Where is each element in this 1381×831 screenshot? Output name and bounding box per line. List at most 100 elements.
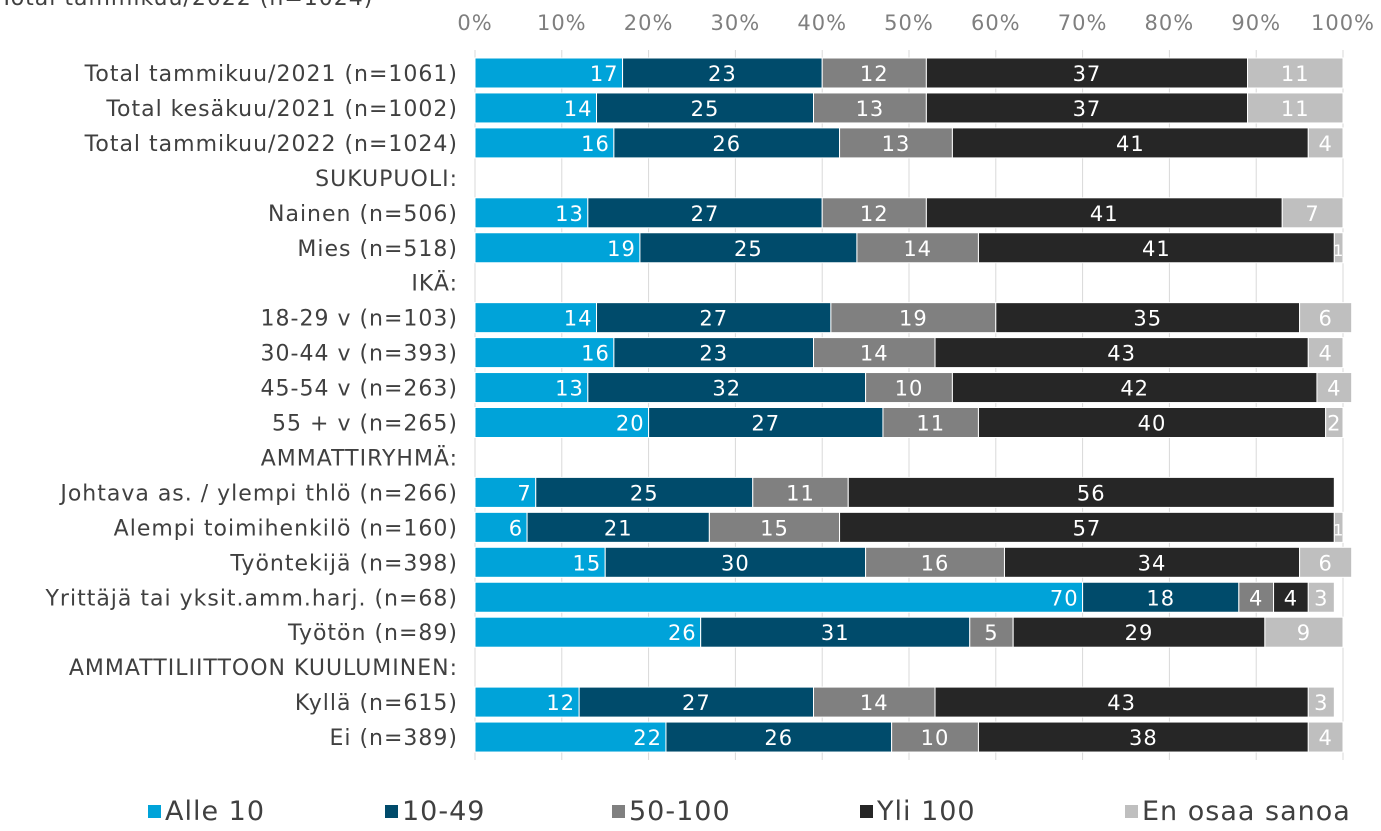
data-label: 23 xyxy=(708,62,737,86)
legend-swatch xyxy=(1125,805,1138,818)
bar-segment xyxy=(891,721,979,753)
data-label: 11 xyxy=(916,412,945,436)
x-tick-label: 50% xyxy=(884,11,934,35)
legend-swatch xyxy=(148,805,161,818)
category-label: Yrittäjä tai yksit.amm.harj. (n=68) xyxy=(44,586,458,611)
category-labels: Total tammikuu/2021 (n=1061) Total kesäku… xyxy=(44,62,458,751)
bar-segment xyxy=(474,511,528,543)
category-label: Mies (n=518) xyxy=(297,237,458,262)
bar-segment xyxy=(1316,372,1353,404)
data-label: 42 xyxy=(1120,377,1149,401)
data-label: 1 xyxy=(1333,241,1344,260)
data-label: 14 xyxy=(564,307,593,331)
bar-segment xyxy=(1273,581,1309,613)
data-label: 13 xyxy=(555,377,584,401)
legend-label: Yli 100 xyxy=(877,796,976,827)
data-label: 11 xyxy=(1281,62,1310,86)
data-label: 35 xyxy=(1133,307,1162,331)
bar-segment xyxy=(613,127,841,159)
bar-segment xyxy=(474,476,537,508)
data-label: 16 xyxy=(581,132,610,156)
data-label: 16 xyxy=(581,342,610,366)
bar-segment xyxy=(969,616,1014,648)
data-label: 26 xyxy=(764,726,793,750)
data-label: 32 xyxy=(712,377,741,401)
legend-label: En osaa sanoa xyxy=(1142,796,1351,827)
data-label: 41 xyxy=(1116,132,1145,156)
data-label: 6 xyxy=(1318,551,1332,575)
category-label: Kyllä (n=615) xyxy=(295,691,458,716)
stacked-bar-chart: 0% 10% 20% 30% 40% 50% 60% 70% 80% 90% 100% Total … xyxy=(44,11,1375,760)
data-label: 37 xyxy=(1073,62,1102,86)
data-label: 19 xyxy=(899,307,928,331)
bar-segment xyxy=(839,511,1335,543)
data-label: 30 xyxy=(721,551,750,575)
bar-segment xyxy=(1325,407,1344,438)
data-label: 15 xyxy=(760,516,789,540)
data-label: 34 xyxy=(1138,551,1167,575)
bar-segment xyxy=(977,407,1327,438)
bar-segment xyxy=(752,476,849,508)
data-label: 26 xyxy=(668,621,697,645)
legend-label: Alle 10 xyxy=(165,796,266,827)
bar-segment xyxy=(813,337,936,369)
bar-segment xyxy=(1333,511,1344,543)
category-label: Nainen (n=506) xyxy=(268,202,458,227)
data-label: 70 xyxy=(1050,586,1079,610)
data-label: 3 xyxy=(1314,691,1328,715)
category-label: Total kesäkuu/2021 (n=1002) xyxy=(105,97,458,122)
data-label: 41 xyxy=(1090,202,1119,226)
bar-segment xyxy=(665,721,893,753)
bar-segment xyxy=(865,372,953,404)
data-label: 3 xyxy=(1314,586,1328,610)
data-label: 15 xyxy=(572,551,601,575)
x-tick-label: 80% xyxy=(1145,11,1195,35)
legend: Alle 10 10-49 50-100 Yli 100 En osaa sanoa xyxy=(0,796,1381,831)
category-label: Työtön (n=89) xyxy=(287,621,458,646)
x-tick-label: 70% xyxy=(1058,11,1108,35)
data-label: 14 xyxy=(860,342,889,366)
x-tick-label: 0% xyxy=(457,11,492,35)
bar-segment xyxy=(1307,337,1344,369)
data-label: 6 xyxy=(509,516,523,540)
data-label: 4 xyxy=(1327,377,1341,401)
x-tick-label: 100% xyxy=(1311,11,1375,35)
chart-title: Total tammikuu/2022 (n=1024) xyxy=(0,0,373,11)
x-axis-tick-labels: 0% 10% 20% 30% 40% 50% 60% 70% 80% 90% 100% xyxy=(457,11,1375,35)
bar-segment xyxy=(596,302,832,334)
legend-item: Alle 10 xyxy=(148,796,265,827)
bar-segment xyxy=(474,57,624,89)
data-label: 20 xyxy=(616,412,645,436)
data-label: 40 xyxy=(1138,412,1167,436)
bar-segment xyxy=(474,197,589,229)
data-label: 19 xyxy=(607,237,636,261)
bar-segment xyxy=(882,407,979,438)
data-label: 1 xyxy=(1333,520,1344,539)
category-label: Total tammikuu/2022 (n=1024) xyxy=(84,132,458,157)
data-label: 2 xyxy=(1327,412,1341,436)
bar-segment xyxy=(865,546,1005,578)
bar-segment xyxy=(1247,92,1344,124)
legend-swatch xyxy=(612,805,625,818)
data-label: 11 xyxy=(786,481,815,505)
data-label: 14 xyxy=(903,237,932,261)
category-label: 45-54 v (n=263) xyxy=(261,377,458,402)
bar-segment xyxy=(977,721,1309,753)
legend-swatch xyxy=(860,805,873,818)
data-label: 38 xyxy=(1129,726,1158,750)
data-label: 29 xyxy=(1125,621,1154,645)
category-label: 18-29 v (n=103) xyxy=(261,307,458,332)
bar-segment xyxy=(474,721,667,753)
data-label: 13 xyxy=(856,97,885,121)
bar-segment xyxy=(622,57,823,89)
bar-segment xyxy=(1281,197,1344,229)
legend-label: 50-100 xyxy=(629,796,731,827)
data-label: 7 xyxy=(517,481,531,505)
data-label: 43 xyxy=(1107,691,1136,715)
bar-segment xyxy=(578,686,815,718)
legend-item: 50-100 xyxy=(612,796,731,827)
bar-segment xyxy=(1333,232,1344,264)
x-tick-label: 90% xyxy=(1231,11,1281,35)
category-label: Total tammikuu/2021 (n=1061) xyxy=(84,62,458,87)
bar-segment xyxy=(813,92,927,124)
